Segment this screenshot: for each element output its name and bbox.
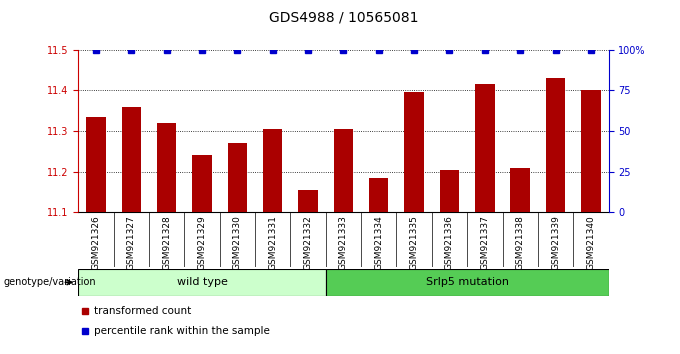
Bar: [78, 269, 326, 296]
Text: transformed count: transformed count: [94, 306, 191, 316]
Text: GSM921327: GSM921327: [126, 215, 136, 270]
Bar: [475, 84, 494, 212]
Text: GSM921326: GSM921326: [91, 215, 101, 270]
Text: GSM921339: GSM921339: [551, 215, 560, 270]
Bar: [86, 117, 105, 212]
Bar: [263, 129, 282, 212]
Bar: [326, 269, 609, 296]
Bar: [369, 178, 388, 212]
Bar: [440, 170, 459, 212]
Text: GSM921330: GSM921330: [233, 215, 242, 270]
Text: genotype/variation: genotype/variation: [3, 277, 96, 287]
Text: GSM921338: GSM921338: [515, 215, 525, 270]
Text: GSM921334: GSM921334: [374, 215, 384, 270]
Text: GSM921337: GSM921337: [480, 215, 490, 270]
Bar: [581, 90, 600, 212]
Bar: [228, 143, 247, 212]
Text: GSM921340: GSM921340: [586, 215, 596, 270]
Text: wild type: wild type: [177, 277, 227, 287]
Text: percentile rank within the sample: percentile rank within the sample: [94, 326, 270, 336]
Bar: [546, 78, 565, 212]
Bar: [192, 155, 211, 212]
Bar: [157, 123, 176, 212]
Bar: [334, 129, 353, 212]
Text: GSM921335: GSM921335: [409, 215, 419, 270]
Text: GSM921329: GSM921329: [197, 215, 207, 270]
Bar: [405, 92, 424, 212]
Bar: [511, 167, 530, 212]
Text: GSM921336: GSM921336: [445, 215, 454, 270]
Text: Srlp5 mutation: Srlp5 mutation: [426, 277, 509, 287]
Bar: [122, 107, 141, 212]
Bar: [299, 190, 318, 212]
Text: GSM921332: GSM921332: [303, 215, 313, 270]
Text: GDS4988 / 10565081: GDS4988 / 10565081: [269, 11, 418, 25]
Text: GSM921331: GSM921331: [268, 215, 277, 270]
Text: GSM921328: GSM921328: [162, 215, 171, 270]
Text: GSM921333: GSM921333: [339, 215, 348, 270]
